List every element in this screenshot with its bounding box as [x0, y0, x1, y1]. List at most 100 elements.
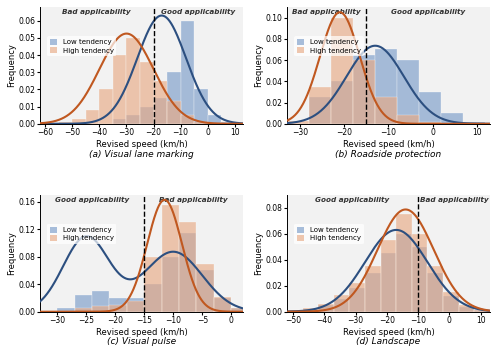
Text: Good applicability: Good applicability [316, 197, 390, 203]
Bar [221, 122, 235, 124]
Bar [412, 247, 428, 312]
Bar [458, 305, 474, 312]
Bar [350, 283, 365, 312]
Bar [86, 110, 100, 124]
Text: Bad applicability: Bad applicability [292, 9, 361, 15]
Bar [110, 298, 127, 312]
Bar [353, 60, 375, 124]
Bar [162, 257, 179, 312]
Bar [179, 222, 196, 312]
Bar [110, 305, 127, 312]
Bar [126, 38, 140, 124]
X-axis label: Revised speed (km/h): Revised speed (km/h) [342, 328, 434, 337]
Text: Bad applicability: Bad applicability [420, 197, 488, 203]
Bar [214, 296, 232, 312]
Bar [420, 92, 442, 124]
Bar [167, 102, 180, 124]
Bar [40, 311, 58, 312]
Bar [380, 240, 396, 312]
Bar [232, 308, 248, 312]
Bar [58, 311, 74, 312]
Bar [100, 89, 113, 124]
Bar [287, 310, 302, 312]
Bar [353, 55, 375, 124]
Bar [287, 310, 302, 312]
Y-axis label: Frequency: Frequency [7, 231, 16, 275]
Bar [144, 284, 162, 312]
Bar [127, 301, 144, 312]
Text: Good applicability: Good applicability [391, 9, 466, 15]
Bar [331, 81, 353, 124]
Text: (c) Visual pulse: (c) Visual pulse [107, 338, 176, 346]
Bar [318, 304, 334, 312]
Bar [420, 122, 442, 124]
Bar [113, 55, 126, 124]
X-axis label: Revised speed (km/h): Revised speed (km/h) [96, 140, 188, 149]
Bar [309, 97, 331, 124]
Bar [334, 295, 349, 312]
X-axis label: Revised speed (km/h): Revised speed (km/h) [96, 328, 188, 337]
Text: Bad applicability: Bad applicability [160, 197, 228, 203]
Bar [309, 87, 331, 124]
Bar [92, 306, 110, 312]
Bar [140, 106, 153, 124]
Bar [179, 233, 196, 312]
X-axis label: Revised speed (km/h): Revised speed (km/h) [342, 140, 434, 149]
Bar [397, 115, 419, 124]
Legend: Low tendency, High tendency: Low tendency, High tendency [48, 36, 116, 56]
Bar [58, 308, 74, 312]
Text: (a) Visual lane marking: (a) Visual lane marking [89, 149, 194, 159]
Bar [154, 81, 167, 124]
Bar [443, 296, 458, 312]
Bar [428, 266, 443, 312]
Bar [167, 72, 180, 124]
Bar [397, 60, 419, 124]
Bar [365, 273, 380, 312]
Bar [464, 122, 485, 124]
Bar [287, 121, 309, 124]
Bar [72, 119, 86, 124]
Bar [59, 122, 72, 124]
Text: Good applicability: Good applicability [55, 197, 129, 203]
Bar [74, 295, 92, 312]
Bar [375, 97, 397, 124]
Bar [74, 308, 92, 312]
Legend: Low tendency, High tendency: Low tendency, High tendency [294, 36, 364, 56]
Bar [162, 205, 179, 312]
Bar [196, 271, 214, 312]
Bar [232, 307, 248, 312]
Bar [180, 21, 194, 124]
Bar [194, 89, 207, 124]
Bar [458, 306, 474, 312]
Bar [375, 49, 397, 124]
Bar [334, 299, 349, 312]
Bar [180, 115, 194, 124]
Bar [331, 17, 353, 124]
Bar [396, 214, 412, 312]
Bar [474, 310, 490, 312]
Bar [396, 234, 412, 312]
Bar [127, 298, 144, 312]
Y-axis label: Frequency: Frequency [254, 43, 263, 87]
Legend: Low tendency, High tendency: Low tendency, High tendency [294, 224, 364, 244]
Bar [412, 234, 428, 312]
Bar [214, 298, 232, 312]
Bar [208, 115, 221, 124]
Y-axis label: Frequency: Frequency [254, 231, 263, 275]
Text: (b) Roadside protection: (b) Roadside protection [336, 149, 442, 159]
Bar [365, 266, 380, 312]
Bar [443, 292, 458, 312]
Text: Bad applicability: Bad applicability [62, 9, 131, 15]
Bar [318, 305, 334, 312]
Bar [474, 310, 490, 312]
Bar [302, 309, 318, 312]
Bar [144, 257, 162, 312]
Legend: Low tendency, High tendency: Low tendency, High tendency [48, 224, 116, 244]
Bar [350, 288, 365, 312]
Bar [126, 115, 140, 124]
Bar [113, 119, 126, 124]
Bar [92, 291, 110, 312]
Bar [194, 122, 207, 124]
Bar [428, 273, 443, 312]
Bar [380, 253, 396, 312]
